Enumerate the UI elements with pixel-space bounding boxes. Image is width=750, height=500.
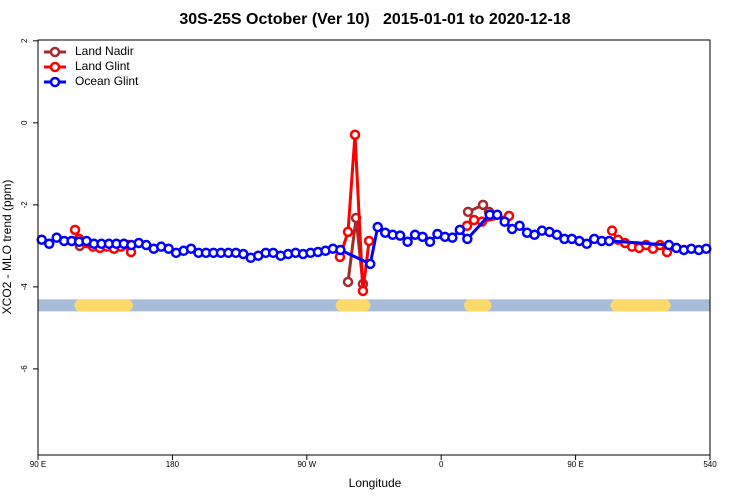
x-tick-label: 180 (166, 460, 180, 469)
data-point (603, 235, 615, 247)
data-point (185, 243, 197, 254)
chart-title: 30S-25S October (Ver 10) 2015-01-01 to 2… (179, 11, 570, 28)
y-tick-label: -6 (20, 365, 29, 373)
y-tick-label: -4 (20, 283, 29, 291)
data-point (402, 236, 413, 248)
x-axis-title: Longitude (349, 476, 402, 490)
plot-frame (37, 39, 711, 456)
y-tick-label: -2 (20, 201, 29, 209)
legend-label: Land Glint (75, 59, 130, 73)
data-point (424, 236, 436, 248)
data-point (349, 129, 361, 140)
data-point (491, 209, 503, 220)
data-point (514, 220, 525, 232)
x-tick-label: 0 (439, 460, 444, 469)
y-tick-label: 0 (20, 120, 29, 125)
legend-marker (49, 76, 61, 88)
data-point (394, 230, 406, 241)
legend-label: Land Nadir (75, 44, 134, 58)
data-point (363, 235, 375, 247)
data-point (69, 224, 81, 236)
x-tick-label: 540 (703, 460, 717, 469)
data-point (529, 229, 540, 241)
x-tick-label: 90 E (30, 460, 46, 469)
data-point (342, 226, 354, 238)
data-point (551, 229, 563, 241)
data-point (581, 238, 593, 250)
data-point (462, 233, 473, 245)
data-point (701, 243, 712, 254)
y-tick-label: 2 (20, 38, 29, 43)
y-axis-title: XCO2 - MLO trend (ppm) (0, 180, 14, 315)
x-tick-label: 90 E (567, 460, 583, 469)
data-point (357, 285, 369, 297)
data-point (163, 243, 174, 254)
data-point (365, 258, 376, 270)
x-tick-label: 90 W (297, 460, 316, 469)
data-point (43, 238, 55, 250)
data-point (447, 232, 458, 243)
data-point (499, 216, 510, 227)
legend-marker (49, 61, 61, 73)
data-point (372, 221, 383, 233)
legend-marker (49, 46, 61, 58)
data-point (462, 206, 474, 218)
data-point (335, 244, 346, 256)
data-point (417, 231, 428, 243)
data-point (454, 224, 466, 236)
data-point (606, 225, 618, 236)
data-point (342, 276, 354, 288)
data-point (477, 199, 489, 211)
legend-label: Ocean Glint (75, 74, 139, 88)
